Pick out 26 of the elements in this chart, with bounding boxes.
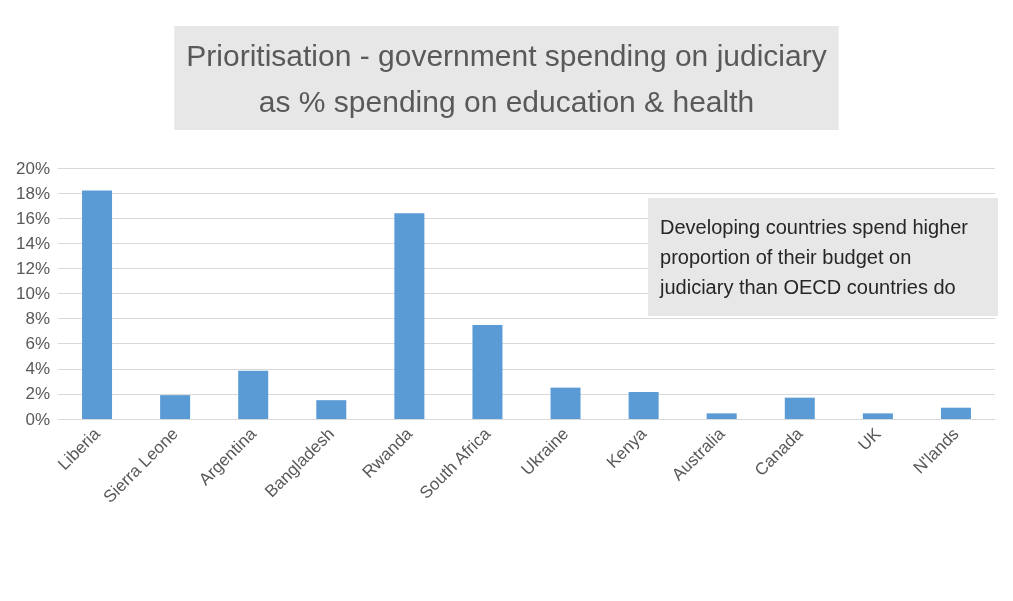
y-tick-label: 8%: [25, 309, 50, 329]
x-tick-label: UK: [854, 423, 886, 455]
bar: [550, 387, 581, 419]
y-tick-label: 4%: [25, 359, 50, 379]
bar: [82, 190, 113, 419]
bar: [940, 407, 971, 419]
y-tick-label: 18%: [15, 183, 50, 203]
bar: [628, 392, 659, 419]
bar: [160, 395, 191, 419]
bar: [394, 213, 425, 419]
bar: [472, 324, 503, 419]
y-tick-label: 16%: [15, 208, 50, 228]
annotation: Developing countries spend higher proportion of their budget on judiciary than OECD countries do: [659, 216, 969, 298]
bar: [706, 413, 737, 419]
y-tick-label: 6%: [25, 334, 50, 354]
bar: [862, 413, 893, 419]
bar: [238, 370, 269, 419]
chart-title: Prioritisation - government spending on judiciary as % spending on education & health: [186, 38, 827, 118]
y-tick-label: 12%: [15, 258, 50, 278]
y-tick-label: 14%: [15, 233, 50, 253]
y-tick-label: 0%: [25, 409, 50, 429]
bar: [316, 400, 347, 419]
y-tick-label: 2%: [25, 384, 50, 404]
y-tick-label: 20%: [15, 158, 50, 178]
y-tick-label: 10%: [15, 284, 50, 303]
bar: [784, 397, 815, 419]
